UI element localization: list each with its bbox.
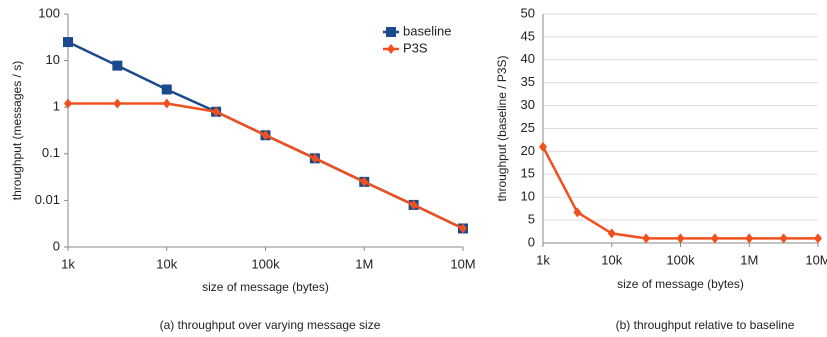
marker bbox=[676, 233, 685, 244]
marker bbox=[387, 44, 395, 54]
y-tick-label: 25 bbox=[521, 120, 535, 135]
marker bbox=[261, 130, 270, 141]
x-tick-label: 1M bbox=[740, 252, 758, 267]
caption: (b) throughput relative to baseline bbox=[616, 318, 795, 332]
marker bbox=[409, 199, 418, 210]
marker bbox=[162, 98, 171, 109]
legend-label: baseline bbox=[403, 23, 451, 38]
y-tick-label: 0.1 bbox=[42, 145, 60, 160]
y-tick-label: 0 bbox=[53, 238, 60, 253]
marker bbox=[642, 233, 651, 244]
marker bbox=[360, 176, 369, 187]
y-tick-label: 40 bbox=[521, 51, 535, 66]
y-tick-label: 50 bbox=[521, 5, 535, 20]
y-tick-label: 100 bbox=[38, 5, 60, 20]
x-axis-label: size of message (bytes) bbox=[202, 280, 329, 294]
marker bbox=[607, 228, 616, 239]
marker bbox=[310, 153, 319, 164]
x-tick-label: 1k bbox=[536, 252, 550, 267]
y-tick-label: 45 bbox=[521, 28, 535, 43]
y-tick-label: 20 bbox=[521, 143, 535, 158]
y-tick-label: 0 bbox=[528, 234, 535, 249]
series-line bbox=[541, 146, 818, 240]
y-tick-label: 10 bbox=[521, 189, 535, 204]
marker bbox=[63, 37, 73, 48]
marker bbox=[161, 84, 172, 95]
marker bbox=[386, 27, 396, 37]
x-axis-label: size of message (bytes) bbox=[617, 277, 744, 291]
x-tick-label: 100k bbox=[251, 256, 280, 271]
y-axis-label: throughput (baseline / P3S) bbox=[495, 55, 509, 201]
y-tick-label: 0.01 bbox=[35, 192, 60, 207]
x-tick-label: 10M bbox=[805, 252, 827, 267]
x-tick-label: 10k bbox=[156, 256, 177, 271]
marker bbox=[539, 141, 547, 152]
marker bbox=[710, 233, 719, 244]
marker bbox=[573, 207, 582, 218]
y-axis-label: throughput (messages / s) bbox=[10, 61, 24, 200]
marker bbox=[814, 233, 822, 244]
x-tick-label: 1M bbox=[355, 256, 373, 271]
y-tick-label: 30 bbox=[521, 97, 535, 112]
marker bbox=[459, 223, 467, 234]
series-line bbox=[68, 102, 464, 230]
marker bbox=[113, 98, 122, 109]
marker bbox=[212, 106, 221, 117]
y-tick-label: 5 bbox=[528, 212, 535, 227]
caption: (a) throughput over varying message size bbox=[160, 318, 381, 332]
x-tick-label: 10M bbox=[450, 256, 475, 271]
marker bbox=[112, 60, 123, 71]
legend-label: P3S bbox=[403, 40, 428, 55]
y-tick-label: 1 bbox=[53, 99, 60, 114]
marker bbox=[745, 233, 754, 244]
x-tick-label: 100k bbox=[666, 252, 695, 267]
y-tick-label: 15 bbox=[521, 166, 535, 181]
y-tick-label: 10 bbox=[46, 52, 60, 67]
y-tick-label: 35 bbox=[521, 74, 535, 89]
marker bbox=[779, 233, 788, 244]
x-tick-label: 1k bbox=[61, 256, 75, 271]
marker bbox=[64, 98, 72, 109]
x-tick-label: 10k bbox=[601, 252, 622, 267]
